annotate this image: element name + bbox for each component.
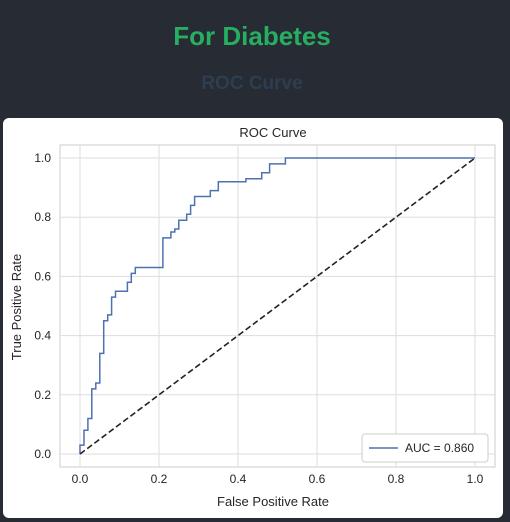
- legend-box: [361, 433, 489, 463]
- x-tick-label: 0.4: [230, 472, 247, 486]
- x-tick-label: 0.2: [151, 472, 168, 486]
- y-tick-label: 1.0: [34, 151, 51, 165]
- legend-label: AUC = 0.860: [405, 441, 474, 455]
- y-tick-label: 0.0: [34, 447, 51, 461]
- roc-curve-line: [79, 157, 475, 454]
- page-title: For Diabetes: [173, 21, 331, 51]
- tick-label-layer: 0.0 0.2 0.4 0.6 0.8 1.0 0.0 0.2 0.4 0.6 0.8 1.0: [34, 151, 483, 486]
- chance-diagonal-line: [79, 157, 476, 455]
- y-axis-label: True Positive Rate: [9, 254, 24, 360]
- y-tick-label: 0.2: [34, 388, 51, 402]
- x-tick-label: 0.6: [309, 472, 326, 486]
- legend: AUC = 0.860: [361, 433, 489, 463]
- page-subtitle: ROC Curve: [201, 73, 303, 94]
- y-tick-label: 0.8: [34, 210, 51, 224]
- y-tick-label: 0.6: [34, 269, 51, 283]
- x-axis-label: False Positive Rate: [217, 494, 329, 509]
- x-tick-label: 0.8: [388, 472, 405, 486]
- chart-card: 0.0 0.2 0.4 0.6 0.8 1.0 0.0 0.2 0.4 0.6 0.8 1.0 ROC…: [3, 118, 503, 518]
- x-tick-label: 1.0: [467, 472, 484, 486]
- x-tick-label: 0.0: [72, 472, 89, 486]
- chart-title: ROC Curve: [239, 125, 306, 140]
- series-layer: [79, 157, 476, 455]
- roc-chart: 0.0 0.2 0.4 0.6 0.8 1.0 0.0 0.2 0.4 0.6 0.8 1.0 ROC…: [9, 125, 496, 509]
- y-tick-label: 0.4: [34, 329, 51, 343]
